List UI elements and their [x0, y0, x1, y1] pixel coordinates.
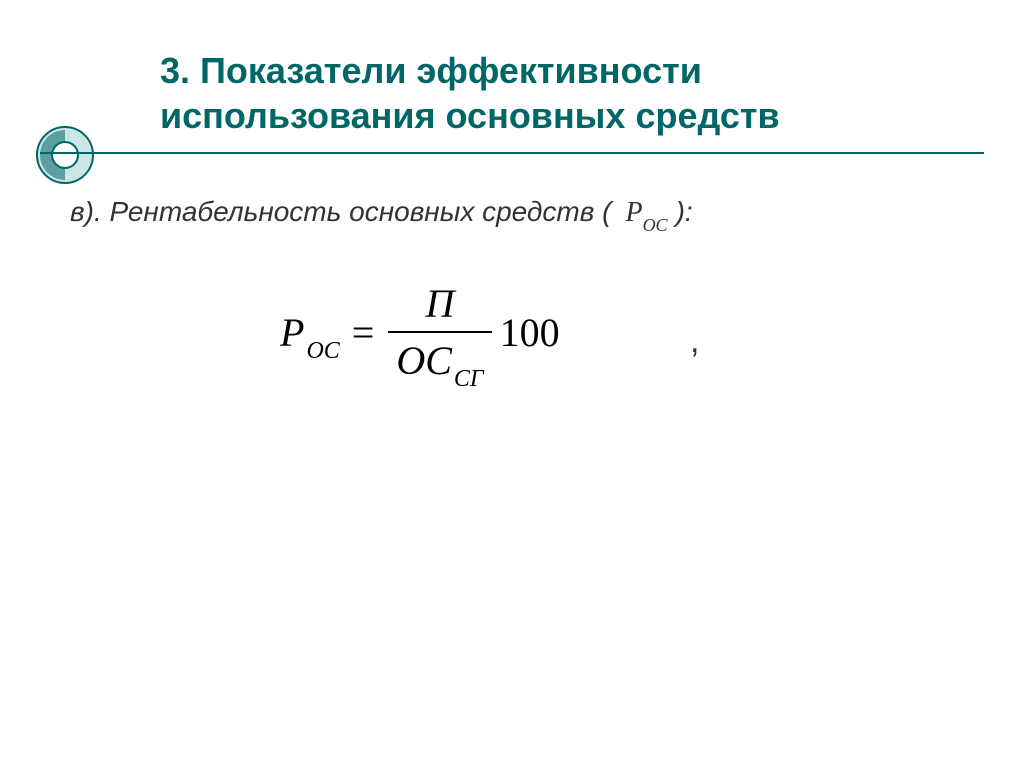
subtitle-prefix: в). Рентабельность основных средств (: [70, 196, 611, 228]
formula-denom-sub: СГ: [454, 366, 484, 393]
formula-lhs-main: Р: [280, 309, 304, 356]
title-underline: [40, 152, 984, 154]
formula-equals: =: [352, 309, 375, 356]
subtitle-suffix: ):: [676, 196, 693, 228]
formula-denom-main: ОС: [396, 337, 452, 384]
subtitle: в). Рентабельность основных средств ( РО…: [70, 196, 964, 233]
subtitle-symbol-sub: ОС: [643, 215, 668, 235]
formula-lhs: Р ОС: [280, 309, 340, 356]
formula-multiplier: 100: [500, 309, 560, 356]
formula-lhs-sub: ОС: [306, 338, 339, 365]
slide-bullet-decor: [34, 124, 96, 186]
formula-numerator: П: [414, 280, 467, 331]
title-line1: 3. Показатели эффективности: [160, 50, 702, 91]
formula-fraction: П ОС СГ: [388, 280, 491, 384]
subtitle-symbol-main: Р: [625, 197, 642, 228]
formula-denominator: ОС СГ: [388, 333, 491, 384]
slide-title: 3. Показатели эффективности использовани…: [160, 48, 964, 138]
subtitle-symbol: РОС: [625, 197, 667, 233]
formula: Р ОС = П ОС СГ 100: [280, 280, 560, 384]
title-line2: использования основных средств: [160, 95, 780, 136]
trailing-comma: ,: [690, 322, 699, 361]
